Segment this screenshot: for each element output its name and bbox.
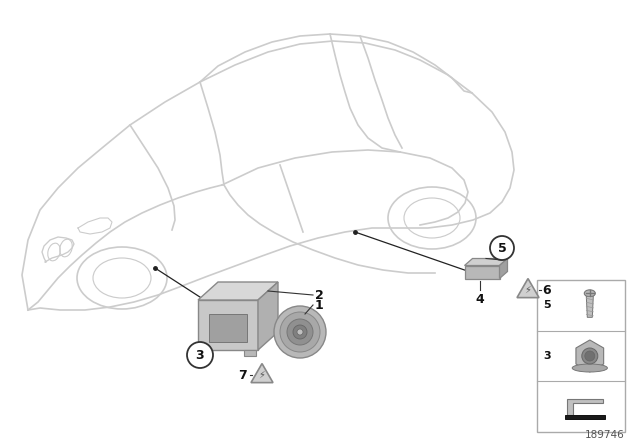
Polygon shape <box>576 340 604 372</box>
Polygon shape <box>465 258 508 266</box>
Text: 6: 6 <box>542 284 551 297</box>
Circle shape <box>490 236 514 260</box>
Circle shape <box>582 348 598 364</box>
Text: 3: 3 <box>543 351 550 361</box>
Circle shape <box>297 329 303 335</box>
Ellipse shape <box>584 290 595 297</box>
Polygon shape <box>499 258 508 279</box>
Polygon shape <box>565 415 605 419</box>
Polygon shape <box>244 350 256 356</box>
Text: $⚡$: $⚡$ <box>524 283 532 295</box>
Polygon shape <box>465 266 499 279</box>
Polygon shape <box>586 296 593 317</box>
Text: 4: 4 <box>476 293 484 306</box>
Polygon shape <box>568 399 604 415</box>
Polygon shape <box>537 280 625 432</box>
Polygon shape <box>198 300 258 350</box>
Text: $⚡$: $⚡$ <box>258 368 266 380</box>
Text: 3: 3 <box>196 349 204 362</box>
Polygon shape <box>200 350 212 356</box>
Text: 7: 7 <box>238 369 246 382</box>
Circle shape <box>293 325 307 339</box>
Polygon shape <box>251 364 273 383</box>
Circle shape <box>280 312 320 352</box>
Text: 5: 5 <box>498 241 506 254</box>
Polygon shape <box>198 282 278 300</box>
Text: 5: 5 <box>543 300 550 310</box>
Polygon shape <box>258 282 278 350</box>
Text: 1: 1 <box>315 298 324 311</box>
Circle shape <box>585 351 595 361</box>
Text: 189746: 189746 <box>585 430 625 440</box>
Circle shape <box>274 306 326 358</box>
Polygon shape <box>209 314 247 342</box>
Polygon shape <box>517 279 539 297</box>
Ellipse shape <box>572 364 607 372</box>
Circle shape <box>287 319 313 345</box>
Text: 2: 2 <box>315 289 324 302</box>
Circle shape <box>187 342 213 368</box>
